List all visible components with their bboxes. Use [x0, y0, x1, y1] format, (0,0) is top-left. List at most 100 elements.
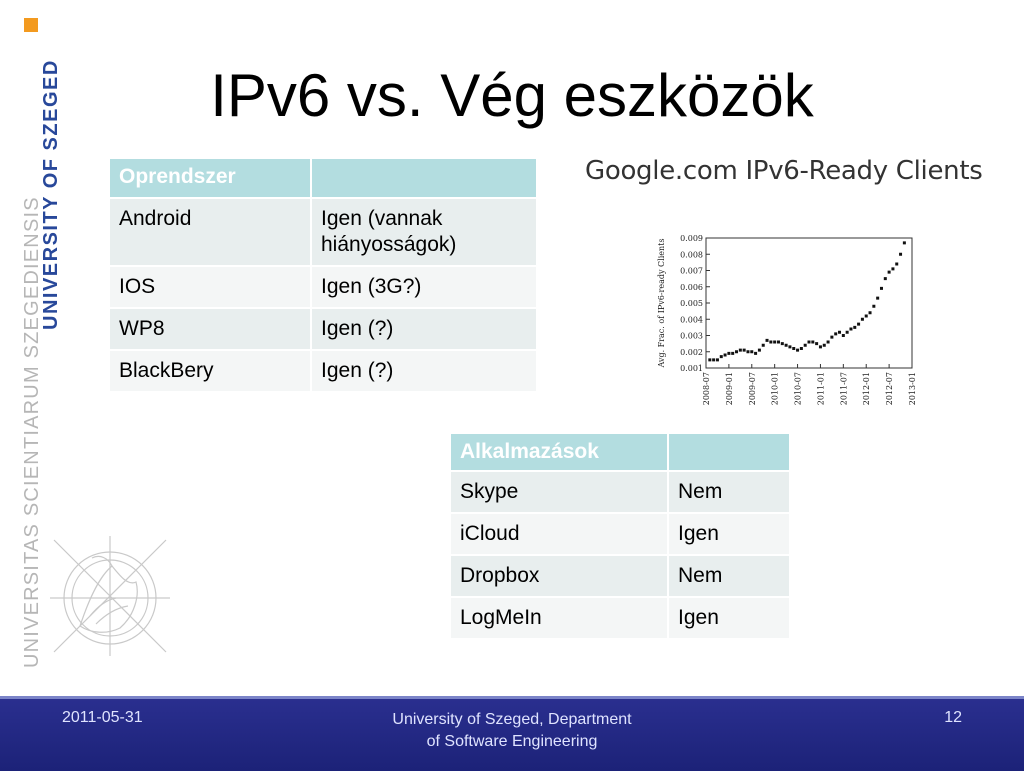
- data-point: [765, 338, 769, 342]
- data-point: [776, 340, 780, 344]
- app-support-cell: Nem: [667, 470, 791, 514]
- app-name-cell: LogMeIn: [449, 596, 669, 640]
- slide-title: IPv6 vs. Vég eszközök: [210, 62, 814, 129]
- data-point: [727, 351, 731, 355]
- footer-institution-line: of Software Engineering: [426, 733, 598, 750]
- data-point: [788, 345, 792, 349]
- latin-motto: UNIVERSITAS SCIENTIARUM SZEGEDIENSIS: [21, 196, 43, 668]
- data-point: [838, 330, 842, 334]
- data-point: [883, 277, 887, 281]
- data-point: [872, 304, 876, 308]
- x-tick-label: 2009-07: [748, 372, 757, 405]
- x-tick-label: 2012-01: [862, 372, 871, 405]
- app-support-cell: Igen: [667, 512, 791, 556]
- data-point: [799, 347, 803, 350]
- footer-institution-line: University of Szeged, Department: [392, 711, 632, 728]
- data-point: [773, 340, 777, 344]
- table-row: Skype Nem: [449, 470, 791, 514]
- app-support-cell: Igen: [667, 596, 791, 640]
- app-name-cell: Dropbox: [449, 554, 669, 598]
- data-point: [857, 322, 861, 326]
- data-point: [845, 330, 849, 334]
- os-support-cell: Igen (?): [310, 349, 538, 393]
- data-point: [723, 353, 727, 357]
- y-tick-label: 0.004: [680, 315, 703, 324]
- data-point: [780, 342, 784, 346]
- data-point: [803, 343, 807, 347]
- data-point: [754, 351, 758, 355]
- y-tick-label: 0.007: [680, 267, 703, 276]
- data-point: [715, 358, 719, 362]
- data-point: [815, 342, 819, 346]
- y-tick-label: 0.002: [680, 348, 703, 357]
- apps-header-cell: [667, 432, 791, 472]
- y-tick-label: 0.008: [680, 250, 703, 259]
- os-name-cell: WP8: [108, 307, 312, 351]
- y-tick-label: 0.009: [680, 234, 703, 243]
- table-row: LogMeIn Igen: [449, 596, 791, 640]
- apps-table: Alkalmazások Skype Nem iCloud Igen Dropb…: [449, 432, 791, 640]
- x-tick-label: 2010-01: [771, 372, 780, 405]
- app-name-cell: Skype: [449, 470, 669, 514]
- y-tick-label: 0.001: [680, 364, 703, 373]
- os-name-cell: BlackBery: [108, 349, 312, 393]
- table-row: BlackBery Igen (?): [108, 349, 538, 393]
- university-seal-icon: [50, 536, 170, 656]
- y-tick-label: 0.003: [680, 332, 703, 341]
- data-point: [841, 334, 845, 337]
- ipv6-ready-chart: 0.001 0.002 0.003 0.004 0.005 0.006 0.007 0.008…: [657, 234, 917, 405]
- brand-square-icon: [24, 18, 38, 32]
- data-point: [868, 311, 872, 315]
- footer-institution: University of Szeged, Department of Soft…: [340, 709, 684, 753]
- y-tick-label: 0.006: [680, 283, 703, 292]
- data-point: [830, 335, 834, 339]
- data-point: [719, 355, 723, 359]
- os-name-cell: Android: [108, 197, 312, 267]
- table-row: iCloud Igen: [449, 512, 791, 556]
- data-point: [860, 317, 864, 321]
- os-header-cell: Oprendszer: [108, 157, 312, 199]
- data-point: [818, 345, 822, 349]
- table-row: WP8 Igen (?): [108, 307, 538, 351]
- table-row: Dropbox Nem: [449, 554, 791, 598]
- x-tick-label: 2012-07: [885, 372, 894, 405]
- data-point: [796, 348, 800, 352]
- data-point: [761, 343, 765, 347]
- data-point: [899, 252, 903, 256]
- app-name-cell: iCloud: [449, 512, 669, 556]
- data-point: [731, 351, 735, 355]
- y-tick-label: 0.005: [680, 299, 703, 308]
- app-support-cell: Nem: [667, 554, 791, 598]
- data-point: [849, 327, 853, 331]
- data-point: [784, 343, 788, 347]
- data-point: [811, 340, 815, 344]
- data-point: [746, 350, 750, 354]
- os-support-cell: Igen (vannak hiányosságok): [310, 197, 538, 267]
- data-point: [853, 325, 857, 329]
- chart-title: Google.com IPv6-Ready Clients: [585, 156, 983, 186]
- data-point: [712, 358, 716, 362]
- y-axis-label: Avg. Frac. of IPv6-ready Clients: [657, 238, 666, 368]
- data-point: [902, 241, 906, 245]
- data-point: [708, 358, 712, 362]
- table-row: IOS Igen (3G?): [108, 265, 538, 309]
- data-point: [742, 348, 746, 352]
- x-tick-label: 2010-07: [794, 372, 803, 405]
- data-point: [876, 296, 880, 300]
- os-header-cell: [310, 157, 538, 199]
- data-point: [887, 270, 891, 274]
- data-point: [834, 332, 838, 336]
- os-support-cell: Igen (3G?): [310, 265, 538, 309]
- os-name-cell: IOS: [108, 265, 312, 309]
- data-point: [895, 262, 899, 266]
- apps-table-header: Alkalmazások: [449, 432, 791, 472]
- x-tick-label: 2011-01: [816, 372, 825, 405]
- os-support-cell: Igen (?): [310, 307, 538, 351]
- data-point: [826, 340, 830, 344]
- apps-header-cell: Alkalmazások: [449, 432, 669, 472]
- data-point: [822, 343, 826, 347]
- data-point: [738, 348, 742, 352]
- chart-frame: [705, 237, 913, 369]
- data-point: [735, 350, 739, 354]
- data-point: [807, 340, 811, 344]
